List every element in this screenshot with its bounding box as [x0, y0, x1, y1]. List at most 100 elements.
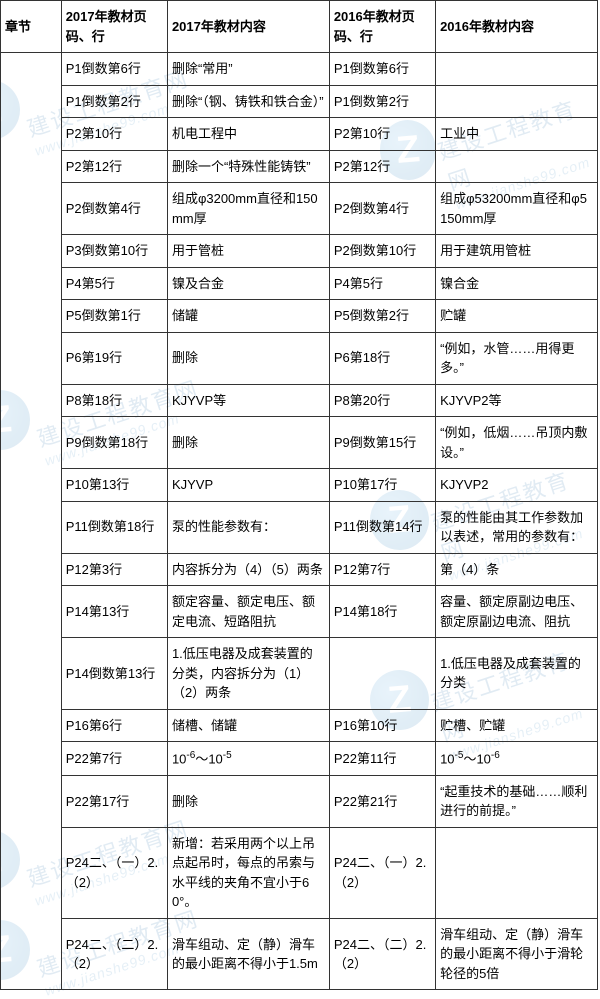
cell-page2017: P6第19行	[61, 332, 167, 384]
table-row: P2第10行机电工程中P2第10行工业中	[1, 118, 598, 151]
cell-content2016	[436, 85, 598, 118]
cell-content2016: 镍合金	[436, 267, 598, 300]
cell-content2017: 删除	[167, 417, 329, 469]
table-row: P1倒数第2行删除“（钢、铸铁和铁合金）”P1倒数第2行	[1, 85, 598, 118]
cell-content2017: KJYVP	[167, 469, 329, 502]
cell-content2017: 镍及合金	[167, 267, 329, 300]
cell-page2017: P5倒数第1行	[61, 300, 167, 333]
table-row: P11倒数第18行泵的性能参数有：P11倒数第14行泵的性能由其工作参数加以表述…	[1, 501, 598, 553]
table-row: P24二、（二）2.（2）滑车组动、定（静）滑车的最小距离不得小于1.5mP24…	[1, 918, 598, 990]
cell-content2017: 内容拆分为（4）（5）两条	[167, 553, 329, 586]
cell-content2016	[436, 53, 598, 86]
cell-content2017: 用于管桩	[167, 235, 329, 268]
col-page2017: 2017年教材页码、行	[61, 1, 167, 53]
cell-page2016: P11倒数第14行	[329, 501, 435, 553]
cell-content2016	[436, 150, 598, 183]
table-row: P9倒数第18行删除P9倒数第15行“例如，低烟……吊顶内敷设。”	[1, 417, 598, 469]
cell-page2016: P24二、（二）2.（2）	[329, 918, 435, 990]
cell-page2017: P14第13行	[61, 586, 167, 638]
cell-content2016: 工业中	[436, 118, 598, 151]
cell-page2017: P24二、（一）2.（2）	[61, 827, 167, 918]
table-row: P3倒数第10行用于管桩P2倒数第10行用于建筑用管桩	[1, 235, 598, 268]
col-content2016: 2016年教材内容	[436, 1, 598, 53]
cell-page2017: P22第7行	[61, 742, 167, 776]
table-row: P10第13行KJYVPP10第17行KJYVP2	[1, 469, 598, 502]
cell-page2016: P1倒数第6行	[329, 53, 435, 86]
cell-page2017: P2第10行	[61, 118, 167, 151]
cell-content2017: 删除“（钢、铸铁和铁合金）”	[167, 85, 329, 118]
cell-page2017: P14倒数第13行	[61, 638, 167, 710]
cell-page2016: P16第10行	[329, 709, 435, 742]
table-row: P1倒数第6行删除“常用”P1倒数第6行	[1, 53, 598, 86]
cell-page2016: P10第17行	[329, 469, 435, 502]
cell-content2017: KJYVP等	[167, 384, 329, 417]
cell-page2016: P4第5行	[329, 267, 435, 300]
cell-page2016: P9倒数第15行	[329, 417, 435, 469]
table-row: P2倒数第4行组成φ3200mm直径和150mm厚P2倒数第4行组成φ53200…	[1, 183, 598, 235]
table-row: P16第6行储槽、储罐P16第10行贮槽、贮罐	[1, 709, 598, 742]
cell-page2017: P1倒数第2行	[61, 85, 167, 118]
cell-content2017: 删除	[167, 775, 329, 827]
cell-page2016: P2第12行	[329, 150, 435, 183]
page-wrap: Z建设工程教育网www.jianshe99.comZ建设工程教育网www.jia…	[0, 0, 600, 990]
cell-page2016: P2倒数第4行	[329, 183, 435, 235]
cell-page2017: P9倒数第18行	[61, 417, 167, 469]
cell-page2017: P10第13行	[61, 469, 167, 502]
table-row: P24二、（一）2.（2）新增：若采用两个以上吊点起吊时，每点的吊索与水平线的夹…	[1, 827, 598, 918]
cell-content2016: 贮槽、贮罐	[436, 709, 598, 742]
cell-page2016: P6第18行	[329, 332, 435, 384]
table-header: 章节 2017年教材页码、行 2017年教材内容 2016年教材页码、行 201…	[1, 1, 598, 53]
cell-page2016: P1倒数第2行	[329, 85, 435, 118]
table-row: P14倒数第13行1.低压电器及成套装置的分类，内容拆分为（1）（2）两条1.低…	[1, 638, 598, 710]
cell-content2016: 容量、额定原副边电压、额定原副边电流、阻抗	[436, 586, 598, 638]
cell-content2016: 用于建筑用管桩	[436, 235, 598, 268]
col-content2017: 2017年教材内容	[167, 1, 329, 53]
cell-page2016: P2第10行	[329, 118, 435, 151]
table-row: P6第19行删除P6第18行“例如，水管……用得更多。”	[1, 332, 598, 384]
cell-content2017: 滑车组动、定（静）滑车的最小距离不得小于1.5m	[167, 918, 329, 990]
table-row: P2第12行删除一个“特殊性能铸铁”P2第12行	[1, 150, 598, 183]
cell-content2016: 10-5～10-6	[436, 742, 598, 776]
cell-page2017: P3倒数第10行	[61, 235, 167, 268]
cell-page2016: P22第21行	[329, 775, 435, 827]
cell-content2016: KJYVP2	[436, 469, 598, 502]
cell-content2017: 1.低压电器及成套装置的分类，内容拆分为（1）（2）两条	[167, 638, 329, 710]
cell-content2016: 泵的性能由其工作参数加以表述，常用的参数有：	[436, 501, 598, 553]
cell-page2016: P24二、（一）2.（2）	[329, 827, 435, 918]
cell-content2016	[436, 827, 598, 918]
cell-page2017: P8第18行	[61, 384, 167, 417]
cell-content2017: 机电工程中	[167, 118, 329, 151]
cell-content2017: 新增：若采用两个以上吊点起吊时，每点的吊索与水平线的夹角不宜小于60°。	[167, 827, 329, 918]
table-row: P5倒数第1行储罐P5倒数第2行贮罐	[1, 300, 598, 333]
cell-page2016: P14第18行	[329, 586, 435, 638]
cell-page2017: P1倒数第6行	[61, 53, 167, 86]
table-row: P8第18行KJYVP等P8第20行KJYVP2等	[1, 384, 598, 417]
cell-content2017: 储槽、储罐	[167, 709, 329, 742]
cell-content2016: “例如，水管……用得更多。”	[436, 332, 598, 384]
cell-content2017: 删除一个“特殊性能铸铁”	[167, 150, 329, 183]
cell-page2016: P22第11行	[329, 742, 435, 776]
table-row: P22第7行10-6～10-5P22第11行10-5～10-6	[1, 742, 598, 776]
table-row: P12第3行内容拆分为（4）（5）两条P12第7行第（4）条	[1, 553, 598, 586]
cell-page2017: P16第6行	[61, 709, 167, 742]
cell-chapter	[1, 53, 62, 990]
cell-page2016: P2倒数第10行	[329, 235, 435, 268]
cell-content2016: “起重技术的基础……顺利进行的前提。”	[436, 775, 598, 827]
cell-content2016: 滑车组动、定（静）滑车的最小距离不得小于滑轮轮径的5倍	[436, 918, 598, 990]
cell-content2016: 组成φ53200mm直径和φ5150mm厚	[436, 183, 598, 235]
cell-content2017: 额定容量、额定电压、额定电流、短路阻抗	[167, 586, 329, 638]
cell-content2016: 第（4）条	[436, 553, 598, 586]
table-row: P4第5行镍及合金P4第5行镍合金	[1, 267, 598, 300]
cell-content2016: “例如，低烟……吊顶内敷设。”	[436, 417, 598, 469]
cell-page2016: P8第20行	[329, 384, 435, 417]
cell-content2016: KJYVP2等	[436, 384, 598, 417]
cell-content2017: 10-6～10-5	[167, 742, 329, 776]
cell-page2016	[329, 638, 435, 710]
cell-page2016: P5倒数第2行	[329, 300, 435, 333]
cell-page2017: P24二、（二）2.（2）	[61, 918, 167, 990]
comparison-table: 章节 2017年教材页码、行 2017年教材内容 2016年教材页码、行 201…	[0, 0, 598, 990]
cell-page2016: P12第7行	[329, 553, 435, 586]
cell-page2017: P11倒数第18行	[61, 501, 167, 553]
table-row: P14第13行额定容量、额定电压、额定电流、短路阻抗P14第18行容量、额定原副…	[1, 586, 598, 638]
cell-page2017: P22第17行	[61, 775, 167, 827]
